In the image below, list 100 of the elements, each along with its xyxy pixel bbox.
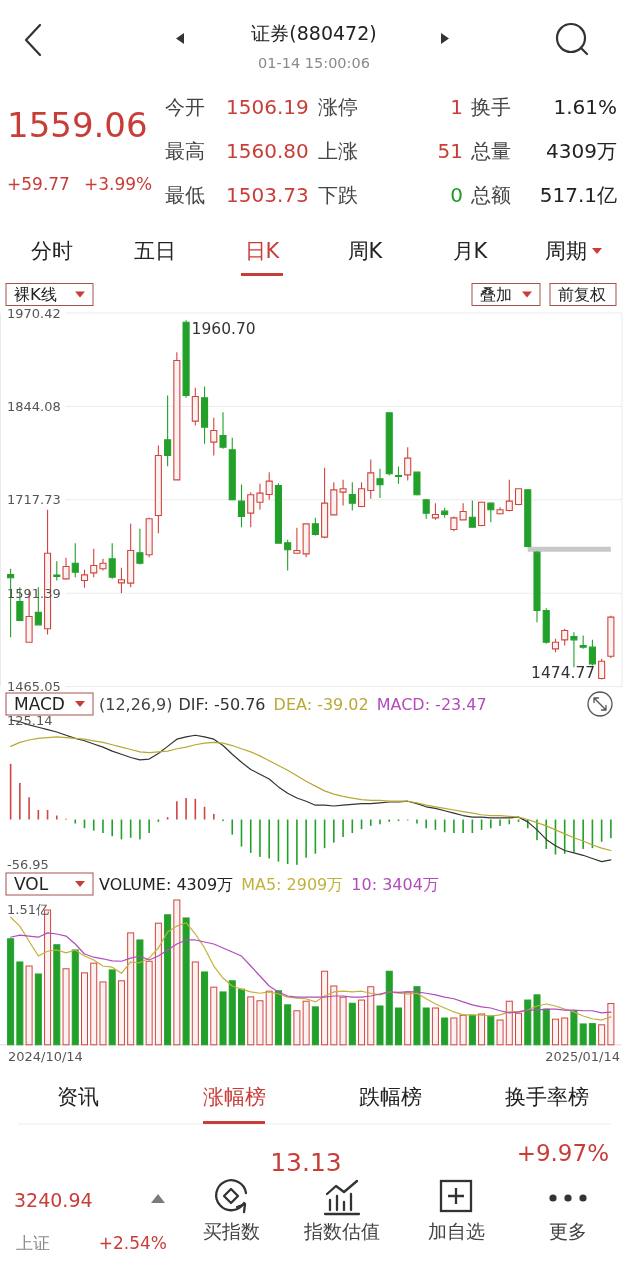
candlestick [376,467,384,499]
text: 跌幅榜 [358,1085,422,1109]
bar [321,970,329,1046]
candlestick [367,458,375,499]
bar [422,1007,430,1046]
candlestick [533,550,541,623]
candlestick [191,386,199,426]
text: 月K [452,239,489,263]
bar [90,962,98,1046]
y-tick-label: 1970.42 [7,305,61,321]
candlestick [228,436,236,501]
candlestick [487,501,495,523]
text: 证券(880472) [251,22,377,44]
text: 1503.73 [226,183,309,207]
candlestick [394,465,403,484]
text: 资讯 [57,1085,99,1109]
bar [237,988,245,1046]
text: 加自选 [427,1220,485,1242]
bar [154,922,162,1046]
bar [570,1010,578,1046]
candlestick [468,499,476,528]
candlestick [182,319,190,398]
candlestick [62,556,70,580]
candlestick [422,497,430,519]
text: +2.54% [98,1233,167,1253]
bar [496,1019,504,1046]
text: 日K [244,239,281,263]
bar [191,961,199,1046]
bar [210,986,218,1046]
bar [348,1002,356,1046]
bar [358,999,366,1046]
candlestick [284,538,292,571]
text: 总量 [470,139,511,163]
bar [579,1023,587,1046]
chart-title: VOL [14,874,49,894]
bar [173,899,181,1046]
bar [404,991,412,1046]
text: +59.77 [7,174,70,194]
bar [588,1023,596,1046]
candlestick [99,557,107,571]
bar [367,986,375,1046]
chart-subtitle: (12,26,9) [99,695,173,714]
candlestick [219,411,227,449]
bar [524,999,532,1046]
bar [598,1024,606,1046]
bar [505,1000,513,1046]
bar [431,1007,439,1046]
bar [515,1012,523,1046]
candlestick [210,416,218,456]
bar [7,938,15,1046]
candlestick [542,607,550,644]
chart-title: MACD [14,694,65,714]
bar [201,971,209,1046]
text: 1560.80 [226,139,309,163]
annotation: 1474.77 [531,663,596,682]
candlestick [588,638,596,666]
candlestick [551,637,560,653]
candlestick [53,560,61,581]
text: 五日 [134,239,176,263]
candlestick [524,488,532,548]
text: MA5: 2909万 [241,875,344,894]
y-tick-label: 125.14 [7,712,53,728]
text: 51 [437,139,463,163]
bar [80,972,89,1046]
text: 指数估值 [303,1220,380,1242]
text: VOLUME: 4309万 [99,875,234,894]
candlestick [579,634,587,649]
bar [127,932,135,1046]
bar [219,991,227,1046]
bar [311,1006,319,1046]
bar [542,1008,550,1046]
bar [607,1003,615,1046]
text: 2025/01/14 [545,1049,620,1064]
text: 上涨 [318,139,358,163]
bar [117,980,125,1046]
candlestick [108,542,116,579]
text: 涨幅榜 [202,1085,266,1109]
candlestick [385,411,393,476]
text: +3.99% [84,174,153,194]
text: DEA: -39.02 [273,695,369,714]
series-label: DIF: -50.76 [178,695,266,714]
bar [256,1000,264,1046]
bar [53,944,61,1046]
text: 1506.19 [226,95,309,119]
candlestick [496,506,504,515]
bar [551,1018,559,1046]
annotation: 1960.70 [191,319,256,338]
text: 裸K线 [14,285,57,304]
candlestick [348,481,356,511]
text: 更多 [549,1220,587,1242]
candlestick [561,627,569,646]
bar [265,990,273,1046]
bar [330,985,338,1046]
bar [71,949,79,1046]
candlestick [404,446,412,481]
bar [376,1005,384,1046]
candlestick [330,481,338,516]
annotation: 1.51亿 [7,902,49,917]
candlestick [441,506,449,518]
text: 4309万 [546,139,617,163]
